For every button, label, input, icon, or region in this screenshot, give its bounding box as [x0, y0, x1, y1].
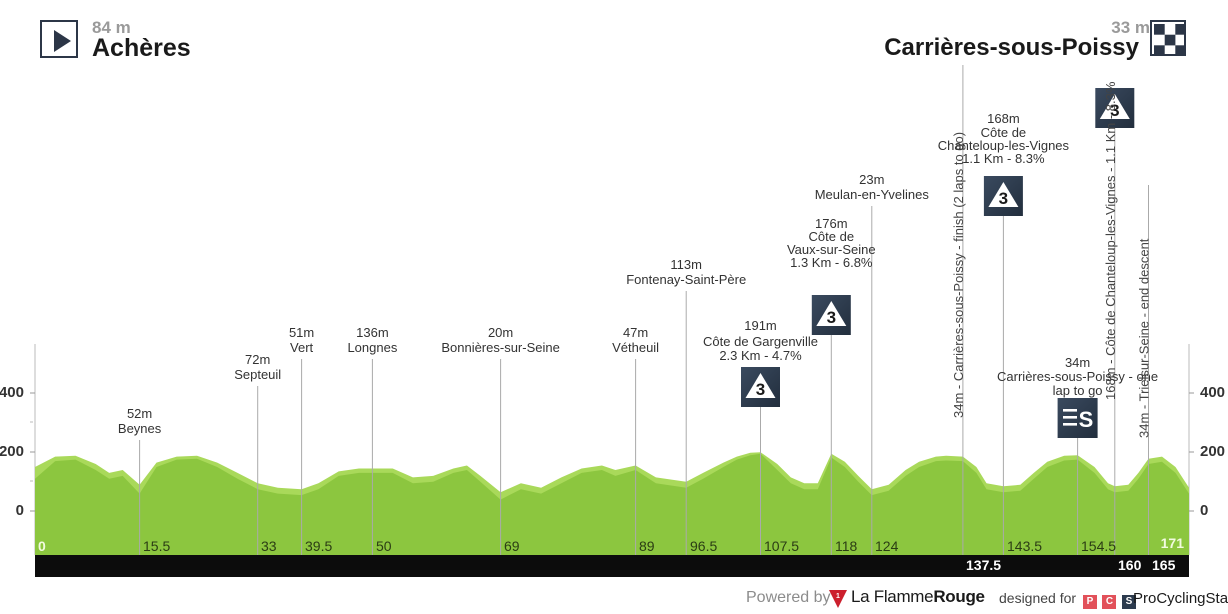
svg-text:47m: 47m: [623, 325, 648, 340]
svg-text:33: 33: [261, 538, 277, 554]
svg-text:1.3 Km - 6.8%: 1.3 Km - 6.8%: [790, 255, 873, 270]
svg-text:200: 200: [0, 443, 24, 460]
svg-text:168m: 168m: [987, 111, 1020, 126]
svg-text:160: 160: [1118, 557, 1142, 573]
svg-text:400: 400: [1200, 384, 1225, 401]
svg-text:124: 124: [875, 538, 899, 554]
svg-text:136m: 136m: [356, 325, 389, 340]
svg-text:Longnes: Longnes: [347, 340, 397, 355]
svg-text:39.5: 39.5: [305, 538, 332, 554]
svg-text:0: 0: [16, 502, 24, 519]
svg-text:S: S: [1079, 407, 1094, 432]
svg-text:72m: 72m: [245, 352, 270, 367]
svg-text:400: 400: [0, 384, 24, 401]
svg-text:2.3 Km - 4.7%: 2.3 Km - 4.7%: [719, 348, 802, 363]
svg-text:1: 1: [836, 593, 840, 600]
svg-text:Vétheuil: Vétheuil: [612, 340, 659, 355]
svg-text:Bonnières-sur-Seine: Bonnières-sur-Seine: [441, 340, 560, 355]
svg-text:69: 69: [504, 538, 520, 554]
svg-text:0: 0: [1200, 502, 1208, 519]
svg-text:171: 171: [1161, 535, 1185, 551]
svg-text:20m: 20m: [488, 325, 513, 340]
svg-text:34m: 34m: [1065, 355, 1090, 370]
svg-text:lap to go: lap to go: [1053, 383, 1103, 398]
svg-text:34m - Trielsur-Seine - end des: 34m - Trielsur-Seine - end descent: [1137, 238, 1152, 438]
svg-text:143.5: 143.5: [1007, 538, 1042, 554]
svg-text:Beynes: Beynes: [118, 421, 162, 436]
svg-text:23m: 23m: [859, 172, 884, 187]
svg-text:113m: 113m: [670, 257, 702, 272]
svg-text:165: 165: [1152, 557, 1176, 573]
svg-text:1.1 Km - 8.3%: 1.1 Km - 8.3%: [962, 151, 1045, 166]
svg-text:50: 50: [376, 538, 392, 554]
svg-text:Carrières-sous-Poissy - one: Carrières-sous-Poissy - one: [997, 369, 1158, 384]
svg-text:34m - Carrières-sous-Poissy -: 34m - Carrières-sous-Poissy - finish (2 …: [951, 132, 966, 418]
svg-text:154.5: 154.5: [1081, 538, 1116, 554]
svg-text:52m: 52m: [127, 406, 152, 421]
svg-text:107.5: 107.5: [764, 538, 799, 554]
svg-text:Côte de Gargenville: Côte de Gargenville: [703, 334, 818, 349]
svg-text:Vert: Vert: [290, 340, 314, 355]
svg-text:168m - Côte de Chanteloup-les-: 168m - Côte de Chanteloup-les-Vignes - 1…: [1103, 81, 1118, 400]
svg-text:0: 0: [38, 538, 46, 554]
svg-text:118: 118: [835, 538, 858, 554]
svg-text:96.5: 96.5: [690, 538, 717, 554]
svg-text:15.5: 15.5: [143, 538, 170, 554]
svg-text:Septeuil: Septeuil: [234, 367, 281, 382]
svg-text:51m: 51m: [289, 325, 314, 340]
svg-text:191m: 191m: [744, 318, 777, 333]
svg-text:Fontenay-Saint-Père: Fontenay-Saint-Père: [626, 272, 746, 287]
svg-text:Meulan-en-Yvelines: Meulan-en-Yvelines: [815, 187, 930, 202]
svg-text:137.5: 137.5: [966, 557, 1001, 573]
svg-text:89: 89: [639, 538, 655, 554]
svg-text:200: 200: [1200, 443, 1225, 460]
